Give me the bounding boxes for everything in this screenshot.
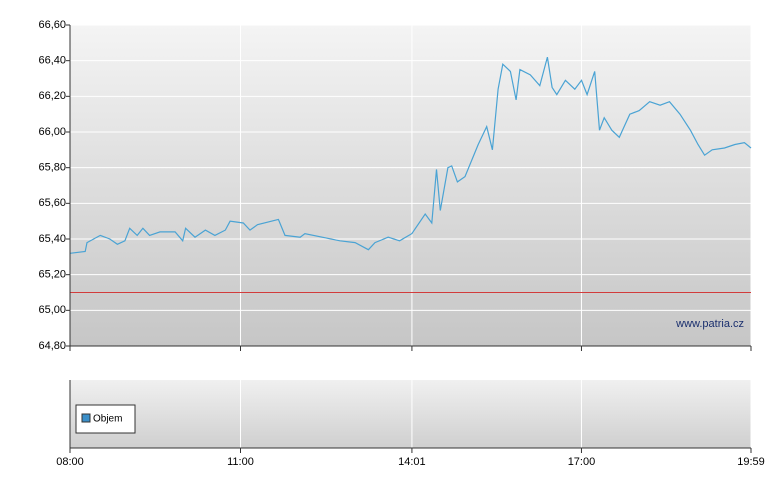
y-tick-label: 65,40 (38, 233, 66, 245)
y-tick-label: 66,60 (38, 19, 66, 31)
volume-plot-area (70, 380, 751, 448)
x-tick-label: 11:00 (227, 456, 254, 468)
price-line (69, 56, 752, 254)
y-tick-label: 66,40 (38, 55, 66, 67)
x-tick-label: 14:01 (398, 456, 426, 468)
y-tick-label: 66,00 (38, 126, 66, 138)
watermark: www.patria.cz (675, 318, 744, 330)
y-tick-label: 66,20 (38, 90, 66, 102)
x-tick-label: 08:00 (56, 456, 84, 468)
y-tick-label: 65,60 (38, 197, 66, 209)
x-tick-label: 17:00 (568, 456, 596, 468)
y-tick-label: 65,80 (38, 162, 66, 174)
legend-label: Objem (93, 414, 122, 425)
price-plot-area (70, 25, 751, 346)
legend-swatch (81, 413, 91, 423)
y-tick-label: 65,00 (38, 304, 66, 316)
x-tick-label: 19:59 (737, 456, 765, 468)
y-tick-label: 64,80 (38, 340, 66, 352)
y-tick-label: 65,20 (38, 269, 66, 281)
